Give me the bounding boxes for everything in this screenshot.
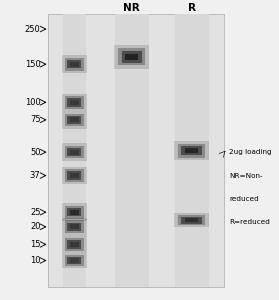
FancyBboxPatch shape: [70, 242, 79, 247]
FancyBboxPatch shape: [62, 203, 86, 221]
Text: 75: 75: [30, 116, 40, 124]
FancyBboxPatch shape: [65, 220, 84, 233]
FancyBboxPatch shape: [114, 45, 149, 69]
Text: reduced: reduced: [229, 196, 259, 202]
FancyBboxPatch shape: [115, 14, 149, 287]
FancyBboxPatch shape: [62, 94, 86, 111]
FancyBboxPatch shape: [62, 253, 86, 268]
FancyBboxPatch shape: [70, 62, 79, 67]
FancyBboxPatch shape: [67, 98, 81, 106]
Text: 15: 15: [30, 240, 40, 249]
Text: 50: 50: [30, 148, 40, 157]
FancyBboxPatch shape: [62, 56, 86, 73]
FancyBboxPatch shape: [62, 167, 86, 184]
FancyBboxPatch shape: [65, 238, 84, 251]
FancyBboxPatch shape: [62, 111, 86, 129]
FancyBboxPatch shape: [67, 257, 81, 264]
FancyBboxPatch shape: [118, 49, 145, 65]
FancyBboxPatch shape: [178, 144, 205, 158]
FancyBboxPatch shape: [62, 143, 86, 161]
FancyBboxPatch shape: [65, 114, 84, 126]
FancyBboxPatch shape: [185, 218, 198, 222]
FancyBboxPatch shape: [67, 208, 81, 216]
Text: NR: NR: [123, 3, 140, 13]
FancyBboxPatch shape: [67, 148, 81, 156]
FancyBboxPatch shape: [67, 223, 81, 231]
FancyBboxPatch shape: [174, 141, 209, 160]
FancyBboxPatch shape: [70, 259, 79, 262]
Text: NR=Non-: NR=Non-: [229, 172, 263, 178]
FancyBboxPatch shape: [70, 100, 79, 105]
FancyBboxPatch shape: [181, 146, 202, 155]
FancyBboxPatch shape: [70, 173, 79, 178]
FancyBboxPatch shape: [65, 206, 84, 218]
FancyBboxPatch shape: [67, 116, 81, 124]
Text: 2ug loading: 2ug loading: [229, 149, 272, 155]
FancyBboxPatch shape: [70, 150, 79, 154]
Text: R: R: [188, 3, 196, 13]
FancyBboxPatch shape: [67, 240, 81, 249]
FancyBboxPatch shape: [62, 218, 86, 236]
FancyBboxPatch shape: [125, 54, 138, 60]
FancyBboxPatch shape: [65, 96, 84, 109]
FancyBboxPatch shape: [122, 51, 142, 62]
FancyBboxPatch shape: [65, 255, 84, 266]
Text: 20: 20: [30, 222, 40, 231]
FancyBboxPatch shape: [62, 236, 86, 253]
FancyBboxPatch shape: [70, 210, 79, 214]
FancyBboxPatch shape: [65, 169, 84, 182]
Text: 100: 100: [25, 98, 40, 107]
Text: 37: 37: [30, 171, 40, 180]
FancyBboxPatch shape: [67, 171, 81, 180]
FancyBboxPatch shape: [65, 58, 84, 70]
FancyBboxPatch shape: [185, 148, 198, 153]
FancyBboxPatch shape: [48, 14, 224, 287]
FancyBboxPatch shape: [181, 217, 202, 224]
Text: 10: 10: [30, 256, 40, 265]
FancyBboxPatch shape: [70, 224, 79, 229]
FancyBboxPatch shape: [67, 60, 81, 68]
FancyBboxPatch shape: [178, 215, 205, 225]
Text: 250: 250: [25, 25, 40, 34]
FancyBboxPatch shape: [63, 14, 86, 287]
Text: 150: 150: [25, 60, 40, 69]
FancyBboxPatch shape: [174, 213, 209, 227]
FancyBboxPatch shape: [175, 14, 209, 287]
Text: 25: 25: [30, 208, 40, 217]
FancyBboxPatch shape: [65, 146, 84, 158]
Text: R=reduced: R=reduced: [229, 219, 270, 225]
FancyBboxPatch shape: [70, 117, 79, 122]
